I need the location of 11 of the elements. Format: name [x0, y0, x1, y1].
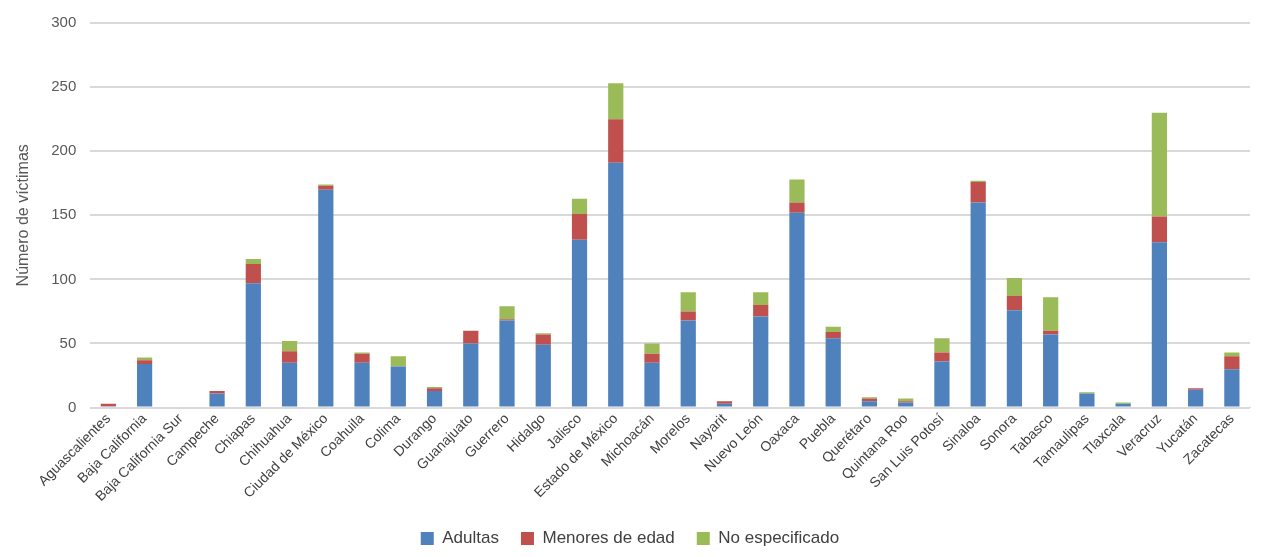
y-tick-label: 50	[59, 333, 77, 351]
y-tick-label: 150	[51, 205, 77, 223]
y-tick-label: 100	[51, 269, 77, 287]
y-tick-label: 250	[51, 77, 77, 95]
y-axis-title: Número de víctimas	[14, 144, 32, 287]
legend-label: Menores de edad	[542, 528, 675, 548]
y-tick-label: 200	[51, 141, 77, 159]
y-tick-label: 300	[51, 13, 77, 31]
legend-label: Adultas	[442, 528, 499, 548]
y-tick-label: 0	[67, 397, 77, 415]
legend-label: No especificado	[718, 528, 840, 548]
